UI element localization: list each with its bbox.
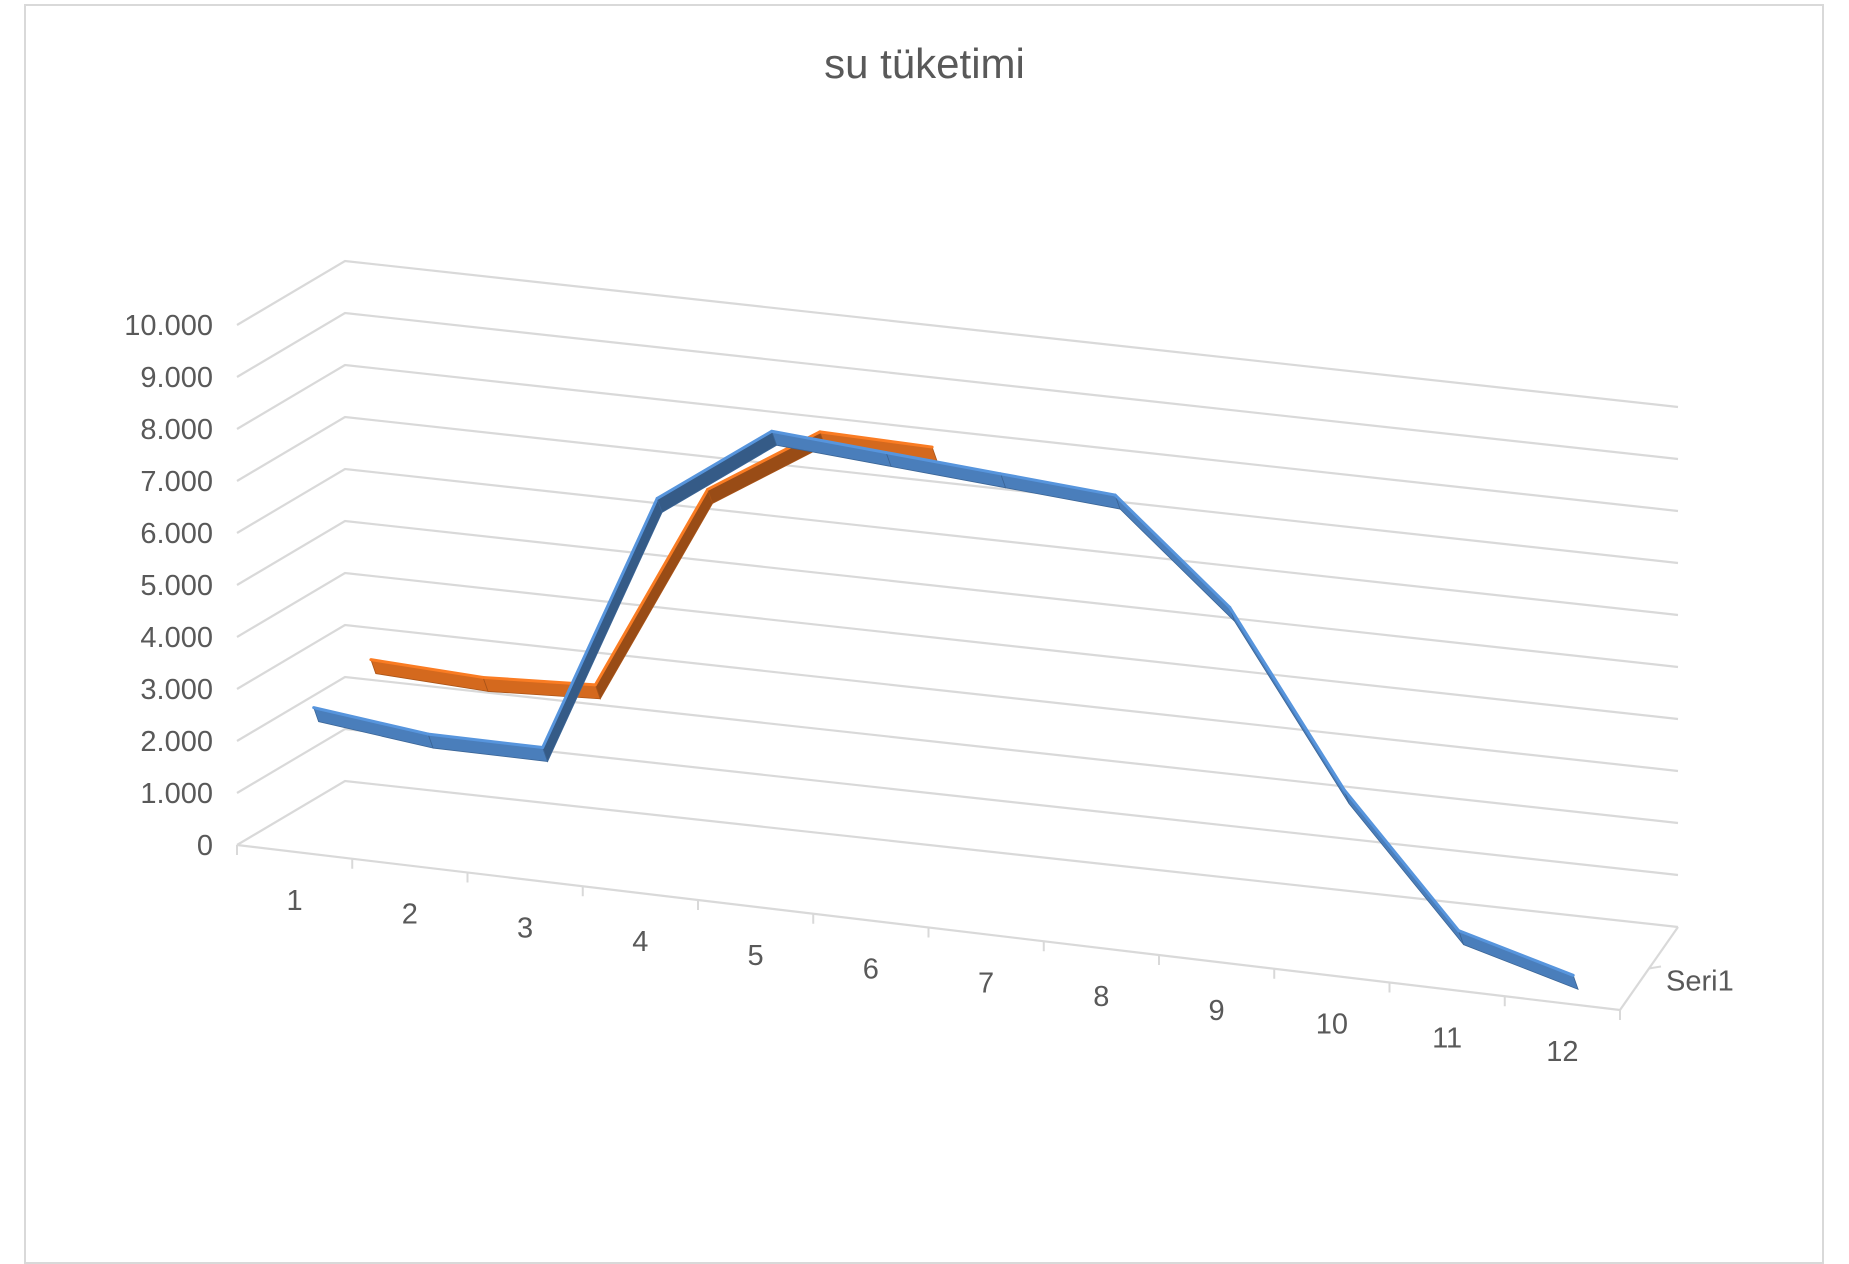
- y-tick-label: 1.000: [140, 778, 213, 810]
- series-edge: [1230, 607, 1345, 789]
- gridline: [237, 573, 1678, 719]
- grid-layer: [237, 261, 1678, 927]
- y-tick-label: 9.000: [140, 362, 213, 394]
- x-tick-label: 10: [1316, 1009, 1348, 1041]
- x-tick-label: 7: [978, 967, 994, 999]
- series-layer: [314, 431, 1579, 989]
- y-tick-label: 6.000: [140, 518, 213, 550]
- x-tick-label: 9: [1209, 995, 1225, 1027]
- series-edge: [1459, 931, 1574, 976]
- series-segment: [314, 708, 433, 748]
- x-tick-label: 1: [287, 885, 303, 917]
- gridline: [237, 261, 1678, 407]
- y-tick-label: 8.000: [140, 414, 213, 446]
- x-tick-label: 8: [1093, 981, 1109, 1013]
- series-segment: [1459, 931, 1578, 990]
- depth-axis-label: Seri1: [1666, 966, 1734, 998]
- x-tick-label: 4: [632, 926, 648, 958]
- y-tick-label: 10.000: [124, 310, 213, 342]
- y-tick-label: 5.000: [140, 570, 213, 602]
- x-tick-label: 12: [1546, 1036, 1578, 1068]
- series-segment: [543, 498, 662, 761]
- gridline: [237, 313, 1678, 459]
- y-tick-label: 7.000: [140, 466, 213, 498]
- gridline: [237, 521, 1678, 667]
- x-tick-label: 5: [748, 940, 764, 972]
- series-segment: [428, 734, 547, 761]
- x-tick-label: 2: [402, 899, 418, 931]
- gridline: [237, 365, 1678, 511]
- x-tick-label: 11: [1432, 1022, 1462, 1054]
- y-tick-label: 3.000: [140, 674, 213, 706]
- y-tick-label: 2.000: [140, 726, 213, 758]
- gridline: [237, 729, 1678, 875]
- gridline: [237, 469, 1678, 615]
- y-tick-label: 0: [197, 830, 213, 862]
- gridline: [237, 781, 1678, 927]
- gridline: [237, 417, 1678, 563]
- series-edge: [1344, 790, 1459, 931]
- y-tick-label: 4.000: [140, 622, 213, 654]
- x-tick-label: 6: [863, 954, 879, 986]
- x-tick-label: 3: [517, 912, 533, 944]
